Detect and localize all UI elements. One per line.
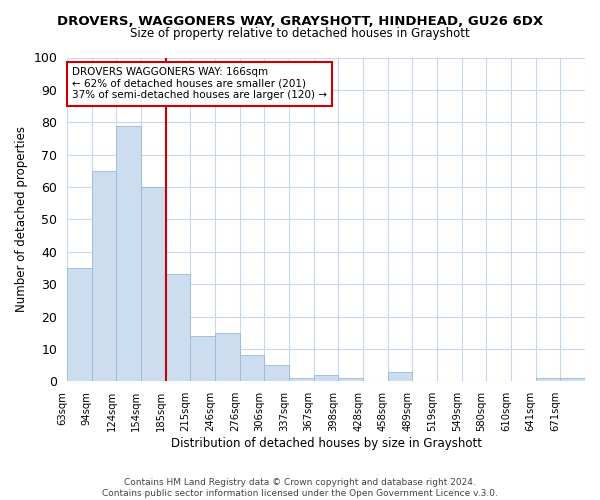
- Text: DROVERS WAGGONERS WAY: 166sqm
← 62% of detached houses are smaller (201)
37% of : DROVERS WAGGONERS WAY: 166sqm ← 62% of d…: [72, 67, 327, 100]
- Bar: [560, 378, 585, 382]
- Bar: [67, 268, 92, 382]
- Bar: [190, 336, 215, 382]
- X-axis label: Distribution of detached houses by size in Grayshott: Distribution of detached houses by size …: [170, 437, 482, 450]
- Bar: [388, 372, 412, 382]
- Bar: [314, 375, 338, 382]
- Text: DROVERS, WAGGONERS WAY, GRAYSHOTT, HINDHEAD, GU26 6DX: DROVERS, WAGGONERS WAY, GRAYSHOTT, HINDH…: [57, 15, 543, 28]
- Text: Size of property relative to detached houses in Grayshott: Size of property relative to detached ho…: [130, 28, 470, 40]
- Bar: [141, 187, 166, 382]
- Bar: [215, 333, 240, 382]
- Bar: [116, 126, 141, 382]
- Bar: [536, 378, 560, 382]
- Bar: [289, 378, 314, 382]
- Bar: [265, 365, 289, 382]
- Bar: [92, 171, 116, 382]
- Text: Contains HM Land Registry data © Crown copyright and database right 2024.
Contai: Contains HM Land Registry data © Crown c…: [102, 478, 498, 498]
- Y-axis label: Number of detached properties: Number of detached properties: [15, 126, 28, 312]
- Bar: [240, 356, 265, 382]
- Bar: [338, 378, 363, 382]
- Bar: [166, 274, 190, 382]
